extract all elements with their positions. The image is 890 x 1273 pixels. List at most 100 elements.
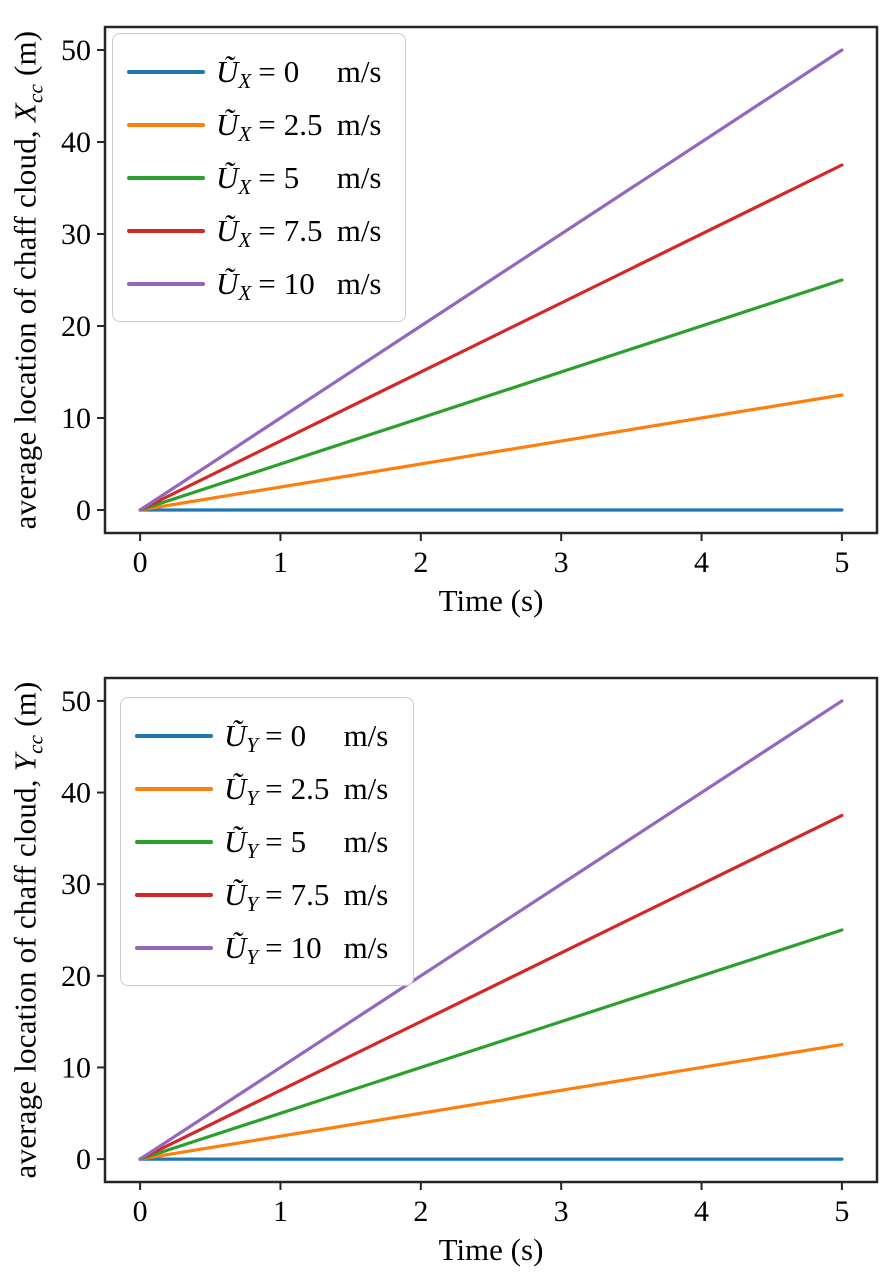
legend-unit: m/s xyxy=(336,106,382,142)
legend-var-subscript: X xyxy=(238,68,252,93)
legend-equals: = xyxy=(265,770,283,806)
x-tick-label: 3 xyxy=(554,546,569,579)
legend-var-subscript: Y xyxy=(246,732,259,757)
legend-unit: m/s xyxy=(336,159,382,195)
plot-frame xyxy=(103,676,879,1184)
legend-value: 5 xyxy=(290,823,307,859)
legend-item: Ũ Y = 2.5 m/s xyxy=(121,762,413,815)
legend-line-sample xyxy=(135,839,213,844)
y-tick-label: 50 xyxy=(61,34,91,67)
legend-equals: = xyxy=(258,265,276,301)
legend-value: 10 xyxy=(290,929,322,965)
legend-item: Ũ X = 0 m/s xyxy=(113,45,405,98)
legend-ycc: Ũ Y = 0 m/s Ũ Y = 2.5 m/s Ũ Y = 5 m/s Ũ Y = 7.5 m/s Ũ Y = 10 m/s xyxy=(120,697,414,986)
y-axis-label-xcc: average location of chaff cloud, Xcc (m) xyxy=(7,31,48,530)
legend-value: 2.5 xyxy=(290,770,330,806)
legend-var-subscript: Y xyxy=(246,891,259,916)
legend-var: Ũ xyxy=(224,770,247,806)
legend-var: Ũ xyxy=(216,265,239,301)
y-tick-label: 10 xyxy=(61,402,91,435)
series-line xyxy=(138,813,844,1161)
x-tick-label: 1 xyxy=(273,1195,288,1228)
legend-equals: = xyxy=(265,823,283,859)
legend-value: 10 xyxy=(283,265,315,301)
y-tick-label: 40 xyxy=(61,777,91,810)
x-tick-label: 3 xyxy=(554,1195,569,1228)
y-tick-label: 20 xyxy=(61,310,91,343)
legend-unit: m/s xyxy=(336,265,382,301)
legend-unit: m/s xyxy=(343,823,389,859)
y-tick-label: 30 xyxy=(61,218,91,251)
y-axis-var-subscript: cc xyxy=(23,84,48,104)
legend-equals: = xyxy=(258,53,276,89)
legend-unit: m/s xyxy=(336,53,382,89)
series-line xyxy=(138,393,844,512)
x-tick-label: 4 xyxy=(694,546,709,579)
legend-value: 0 xyxy=(283,53,300,89)
x-tick-label: 0 xyxy=(133,546,148,579)
legend-var: Ũ xyxy=(224,876,247,912)
legend-var-subscript: X xyxy=(238,227,252,252)
x-axis-label: Time (s) xyxy=(438,1232,544,1267)
y-axis-unit: (m) xyxy=(7,681,43,735)
legend-var-subscript: X xyxy=(238,121,252,146)
legend-equals: = xyxy=(265,876,283,912)
y-tick-label: 40 xyxy=(61,126,91,159)
legend-label: Ũ X = 10 m/s xyxy=(216,265,382,305)
legend-value: 7.5 xyxy=(290,876,330,912)
legend-value: 5 xyxy=(283,159,300,195)
x-tick-label: 5 xyxy=(834,1195,849,1228)
legend-var: Ũ xyxy=(216,53,239,89)
legend-value: 0 xyxy=(290,717,307,753)
legend-item: Ũ X = 5 m/s xyxy=(113,151,405,204)
legend-line-sample xyxy=(127,175,205,180)
y-axis-unit: (m) xyxy=(7,30,43,84)
chart-xcc-vs-time: 0 1 2 3 4 5 0 10 20 30 40 50 average location of ch… xyxy=(7,25,879,618)
legend-label: Ũ X = 5 m/s xyxy=(216,159,382,199)
legend-line-sample xyxy=(135,892,213,897)
legend-var-subscript: X xyxy=(238,174,252,199)
legend-var-subscript: X xyxy=(238,280,252,305)
legend-line-sample xyxy=(127,122,205,127)
legend-label: Ũ Y = 7.5 m/s xyxy=(224,876,388,916)
series-line xyxy=(138,278,844,512)
y-tick-label: 10 xyxy=(61,1051,91,1084)
legend-equals: = xyxy=(265,929,283,965)
y-axis-label-ycc: average location of chaff cloud, Ycc (m) xyxy=(7,682,48,1179)
legend-item: Ũ Y = 0 m/s xyxy=(121,709,413,762)
legend-var: Ũ xyxy=(224,929,247,965)
series-line xyxy=(138,1042,844,1161)
legend-label: Ũ Y = 2.5 m/s xyxy=(224,770,389,810)
legend-unit: m/s xyxy=(343,770,389,806)
x-tick-label: 2 xyxy=(413,1195,428,1228)
legend-line-sample xyxy=(135,733,213,738)
y-axis-label-text: average location of chaff cloud, xyxy=(7,771,43,1179)
x-tick-label: 4 xyxy=(694,1195,709,1228)
y-axis-label-text: average location of chaff cloud, xyxy=(7,122,43,530)
legend-line-sample xyxy=(127,69,205,74)
legend-item: Ũ Y = 10 m/s xyxy=(121,921,413,974)
legend-var: Ũ xyxy=(216,212,239,248)
legend-var: Ũ xyxy=(224,717,247,753)
x-tick-label: 0 xyxy=(133,1195,148,1228)
legend-var-subscript: Y xyxy=(246,838,259,863)
legend-unit: m/s xyxy=(336,212,382,248)
series-line xyxy=(138,928,844,1161)
legend-equals: = xyxy=(258,159,276,195)
y-tick-label: 20 xyxy=(61,960,91,993)
legend-line-sample xyxy=(135,786,213,791)
y-tick-label: 30 xyxy=(61,868,91,901)
legend-label: Ũ X = 7.5 m/s xyxy=(216,212,382,252)
legend-value: 2.5 xyxy=(283,106,323,142)
x-axis-label: Time (s) xyxy=(438,583,544,618)
legend-item: Ũ Y = 7.5 m/s xyxy=(121,868,413,921)
legend-line-sample xyxy=(135,945,213,950)
legend-item: Ũ Y = 5 m/s xyxy=(121,815,413,868)
legend-label: Ũ Y = 5 m/s xyxy=(224,823,389,863)
y-axis-var: X xyxy=(7,103,43,123)
legend-var-subscript: Y xyxy=(246,785,259,810)
legend-var: Ũ xyxy=(216,159,239,195)
